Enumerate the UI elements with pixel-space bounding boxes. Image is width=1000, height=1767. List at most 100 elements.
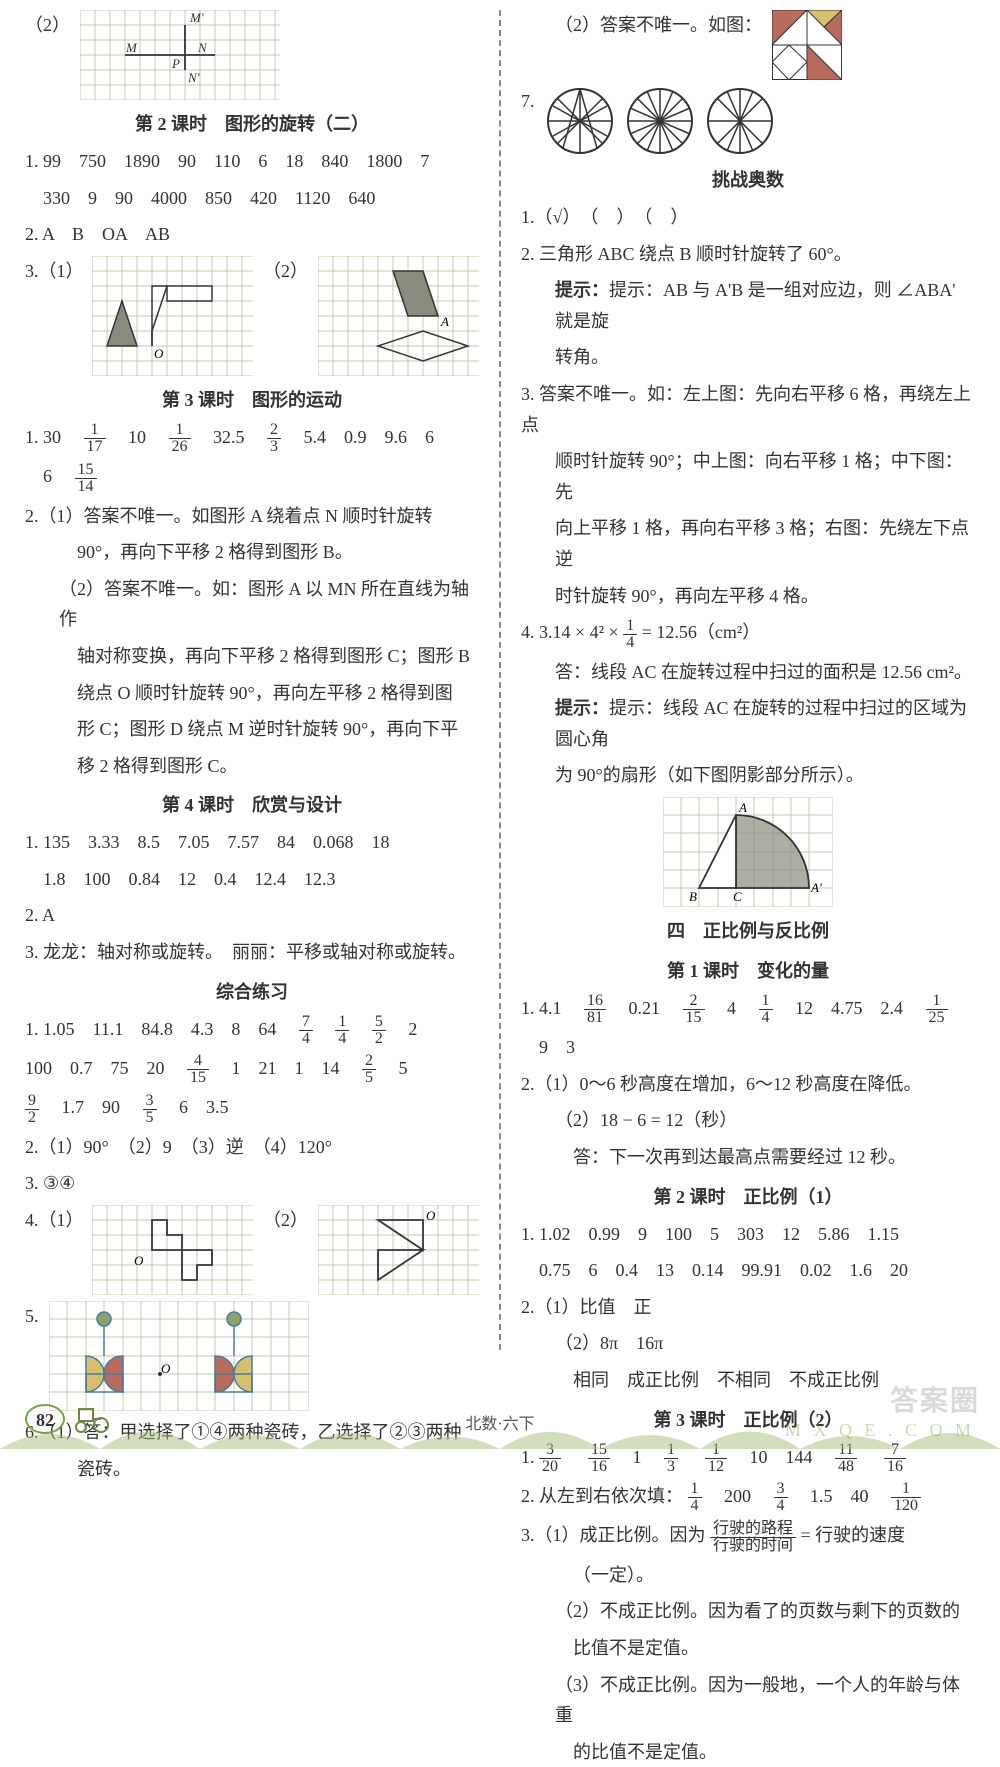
- section-title: 挑战奥数: [521, 166, 975, 192]
- answer-line: 瓷砖。: [25, 1454, 479, 1485]
- answer-line: 2.（1）比值 正: [521, 1292, 975, 1323]
- sector-fig: A A' B C: [663, 797, 833, 907]
- answer-line: 答：下一次再到达最高点需要经过 12 秒。: [521, 1142, 975, 1173]
- q-label: 3.（1）: [25, 256, 82, 287]
- answer-line: 提示：提示：AB 与 A'B 是一组对应边，则 ∠ABA' 就是旋: [521, 275, 975, 336]
- answer-line: 3.（1）成正比例。因为 行驶的路程行驶的时间 = 行驶的速度: [521, 1520, 975, 1553]
- answer-line: 3. ③④: [25, 1168, 479, 1199]
- svg-text:O: O: [154, 346, 164, 361]
- answer-line: 2. A B OA AB: [25, 219, 479, 250]
- answer-line: 1. 30 117 10 126 32.5 23 5.4 0.9 9.6 6: [25, 422, 479, 455]
- answer-line: 1. 320 1516 1 13 112 10 144 1148 716: [521, 1442, 975, 1475]
- watermark: 答案圈: [890, 1379, 980, 1419]
- tractor-icon: [71, 1405, 111, 1433]
- answer-line: 1. 1.05 11.1 84.8 4.3 8 64 74 14 52 2: [25, 1014, 479, 1047]
- section-title: 综合练习: [25, 978, 479, 1004]
- fraction: 23: [267, 422, 281, 455]
- svg-text:O: O: [161, 1361, 171, 1376]
- page-footer: 82: [25, 1404, 111, 1434]
- answer-line: 1. 4.1 1681 0.21 215 4 14 12 4.75 2.4 12…: [521, 993, 975, 1026]
- answer-line: 为 90°的扇形（如下图阴影部分所示）。: [521, 760, 975, 791]
- grid-fig-3-1: O: [92, 256, 253, 376]
- svg-text:A': A': [810, 880, 822, 895]
- answer-line: （一定）。: [521, 1560, 975, 1591]
- answer-line: 3. 答案不唯一。如：左上图：先向右平移 6 格，再绕左上点: [521, 379, 975, 440]
- answer-line: 1. 1.02 0.99 9 100 5 303 12 5.86 1.15: [521, 1219, 975, 1250]
- answer-line: 2. A: [25, 900, 479, 931]
- answer-line: 2. 三角形 ABC 绕点 B 顺时针旋转了 60°。: [521, 239, 975, 270]
- answer-line: 9 3: [521, 1032, 975, 1063]
- answer-line: 提示：提示：线段 AC 在旋转的过程中扫过的区域为圆心角: [521, 693, 975, 754]
- answer-line: 比值不是定值。: [521, 1633, 975, 1664]
- svg-text:N: N: [197, 40, 208, 55]
- svg-text:M': M': [189, 10, 204, 25]
- answer-line: 的比值不是定值。: [521, 1737, 975, 1767]
- answer-line: 90°，再向下平移 2 格得到图形 B。: [25, 537, 479, 568]
- grid-fig-top: M' M P N N': [80, 10, 280, 100]
- q-label: 5.: [25, 1301, 39, 1332]
- answer-line: （2）答案不唯一。如：图形 A 以 MN 所在直线为轴作: [25, 574, 479, 635]
- answer-line: （2）答案不唯一。如图：: [521, 10, 762, 41]
- answer-line: 3. 龙龙：轴对称或旋转。 丽丽：平移或轴对称或旋转。: [25, 937, 479, 968]
- wheel-1: [545, 86, 615, 156]
- tile-pattern: [772, 10, 842, 80]
- section-title: 第 2 课时 图形的旋转（二）: [25, 110, 479, 136]
- grid-fig-4-1: O: [92, 1205, 253, 1295]
- svg-text:A: A: [440, 314, 449, 329]
- answer-line: 2. 从左到右依次填： 14 200 34 1.5 40 1120: [521, 1481, 975, 1514]
- grid-fig-5: O: [49, 1301, 309, 1411]
- wheel-2: [625, 86, 695, 156]
- answer-line: 时针旋转 90°，再向左平移 4 格。: [521, 581, 975, 612]
- answer-line: （3）不成正比例。因为一般地，一个人的年龄与体重: [521, 1670, 975, 1731]
- svg-text:N': N': [187, 70, 200, 85]
- section-title: 第 2 课时 正比例（1）: [521, 1183, 975, 1209]
- section-title: 第 1 课时 变化的量: [521, 957, 975, 983]
- right-column: （2）答案不唯一。如图： 7. 挑战奥数 1.（√） （ ） （ ） 2. 三角…: [521, 10, 975, 1767]
- answer-line: 2.（1）0～6 秒高度在增加，6～12 秒高度在降低。: [521, 1069, 975, 1100]
- answer-line: 1. 135 3.33 8.5 7.05 7.57 84 0.068 18: [25, 827, 479, 858]
- answer-line: （2）18 − 6 = 12（秒）: [521, 1105, 975, 1136]
- answer-line: 移 2 格得到图形 C。: [25, 751, 479, 782]
- answer-line: 2.（1）答案不唯一。如图形 A 绕着点 N 顺时针旋转: [25, 501, 479, 532]
- answer-line: 答：线段 AC 在旋转过程中扫过的面积是 12.56 cm²。: [521, 657, 975, 688]
- q-label: 7.: [521, 86, 535, 117]
- page-number: 82: [25, 1404, 65, 1434]
- wheel-3: [705, 86, 775, 156]
- q-label: （2）: [263, 256, 308, 287]
- svg-text:M: M: [125, 40, 138, 55]
- watermark-url: M X Q E . C O M: [785, 1420, 975, 1441]
- svg-text:O: O: [426, 1208, 436, 1223]
- svg-text:C: C: [733, 889, 742, 904]
- answer-line: 2.（1）90° （2）9 （3）逆 （4）120°: [25, 1132, 479, 1163]
- answer-line: 顺时针旋转 90°；中上图：向右平移 1 格；中下图：先: [521, 446, 975, 507]
- svg-text:P: P: [171, 56, 180, 71]
- answer-line: 100 0.7 75 20 415 1 21 1 14 25 5: [25, 1053, 479, 1086]
- q-label: （2）: [263, 1205, 308, 1236]
- svg-text:A: A: [738, 800, 747, 815]
- answer-line: 1.（√） （ ） （ ）: [521, 202, 975, 233]
- answer-line: 92 1.7 90 35 6 3.5: [25, 1092, 479, 1125]
- grid-fig-4-2: O: [318, 1205, 479, 1295]
- answer-line: 1. 99 750 1890 90 110 6 18 840 1800 7: [25, 146, 479, 177]
- answer-line: 轴对称变换，再向下平移 2 格得到图形 C；图形 B: [25, 641, 479, 672]
- answer-line: 绕点 O 顺时针旋转 90°，再向左平移 2 格得到图: [25, 678, 479, 709]
- answer-line: 向上平移 1 格，再向右平移 3 格；右图：先绕左下点逆: [521, 513, 975, 574]
- answer-line: 1.8 100 0.84 12 0.4 12.4 12.3: [25, 864, 479, 895]
- q-label: 4.（1）: [25, 1205, 82, 1236]
- section-title: 第 4 课时 欣赏与设计: [25, 791, 479, 817]
- svg-text:O: O: [134, 1253, 144, 1268]
- answer-line: （2）8π 16π: [521, 1328, 975, 1359]
- answer-line: 转角。: [521, 342, 975, 373]
- footer-mid: 北数·六下: [465, 1410, 534, 1434]
- svg-text:B: B: [689, 889, 697, 904]
- column-divider: [499, 10, 501, 1350]
- q-label: （2）: [25, 10, 70, 41]
- fraction: 117: [84, 422, 106, 455]
- left-column: （2） M' M P N N': [25, 10, 479, 1767]
- grid-fig-3-2: A: [318, 256, 479, 376]
- unit-title: 四 正比例与反比例: [521, 917, 975, 943]
- answer-line: 4. 3.14 × 4² × 14 = 12.56（cm²）: [521, 617, 975, 650]
- answer-line: （2）不成正比例。因为看了的页数与剩下的页数的: [521, 1596, 975, 1627]
- answer-line: 6 1514: [25, 461, 479, 494]
- fraction: 1514: [75, 462, 97, 495]
